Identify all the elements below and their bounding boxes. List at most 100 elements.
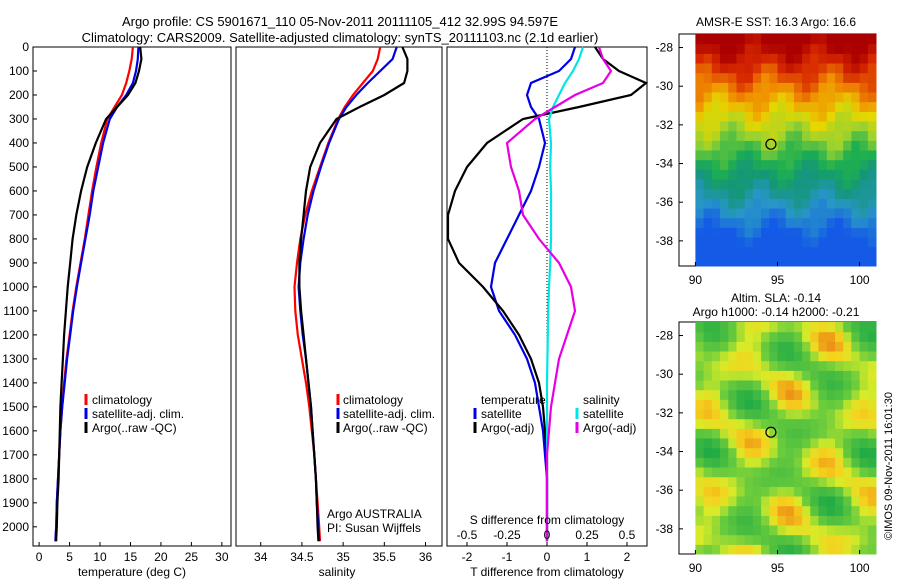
map-cell bbox=[785, 217, 795, 228]
map-cell bbox=[835, 198, 844, 209]
map-cell bbox=[867, 476, 877, 487]
argo-location-marker bbox=[765, 426, 777, 438]
map-cell bbox=[744, 351, 754, 362]
map-cell bbox=[818, 380, 828, 391]
map-cell bbox=[818, 486, 828, 497]
map-cell bbox=[851, 72, 861, 83]
map-cell bbox=[818, 457, 828, 468]
lat-tick-label: -32 bbox=[656, 406, 674, 420]
map-cell bbox=[810, 179, 819, 190]
map-cell bbox=[851, 534, 861, 545]
map-cell bbox=[703, 198, 713, 209]
map-cell bbox=[720, 399, 729, 410]
map-cell bbox=[826, 515, 836, 526]
map-cell bbox=[826, 438, 836, 449]
map-cell bbox=[793, 101, 803, 112]
x-tick-label: 15 bbox=[124, 550, 138, 564]
map-cell bbox=[752, 544, 762, 555]
map-cell bbox=[711, 82, 721, 93]
depth-tick-label: 1000 bbox=[2, 280, 29, 294]
map-cell bbox=[867, 246, 877, 257]
map-cell bbox=[744, 111, 754, 122]
legend-s-argo-label: Argo(-adj) bbox=[583, 421, 636, 435]
map-cell bbox=[859, 34, 869, 45]
legend-climatology-label: climatology bbox=[92, 393, 152, 407]
map-cell bbox=[826, 246, 836, 257]
map-cell bbox=[867, 198, 877, 209]
map-cell bbox=[777, 476, 787, 487]
map-cell bbox=[711, 380, 721, 391]
map-cell bbox=[818, 169, 828, 180]
map-cell bbox=[769, 72, 778, 83]
map-cell bbox=[810, 544, 819, 555]
map-cell bbox=[736, 505, 746, 516]
map-cell bbox=[802, 438, 811, 449]
map-cell bbox=[810, 101, 819, 112]
map-cell bbox=[851, 101, 861, 112]
map-cell bbox=[777, 72, 787, 83]
map-cell bbox=[777, 418, 787, 429]
x-tick-label: -1 bbox=[502, 550, 513, 564]
map-cell bbox=[867, 486, 877, 497]
map-cell bbox=[752, 341, 762, 352]
map-cell bbox=[802, 150, 811, 161]
x-tick-label: 20 bbox=[154, 550, 168, 564]
map-cell bbox=[703, 544, 713, 555]
map-cell bbox=[818, 428, 828, 439]
map-cell bbox=[736, 447, 746, 458]
map-cell bbox=[810, 360, 819, 371]
map-cell bbox=[711, 370, 721, 381]
map-cell bbox=[851, 496, 861, 507]
map-cell bbox=[793, 370, 803, 381]
map-cell bbox=[769, 409, 778, 420]
map-cell bbox=[793, 399, 803, 410]
map-cell bbox=[867, 505, 877, 516]
map-cell bbox=[769, 467, 778, 478]
map-cell bbox=[859, 534, 869, 545]
map-cell bbox=[867, 399, 877, 410]
x-tick-label: 10 bbox=[93, 550, 107, 564]
map-cell bbox=[752, 428, 762, 439]
map-cell bbox=[843, 63, 852, 74]
map-cell bbox=[761, 92, 770, 103]
map-cell bbox=[826, 169, 836, 180]
map-cell bbox=[711, 217, 721, 228]
map-cell bbox=[769, 428, 778, 439]
map-cell bbox=[843, 496, 852, 507]
map-cell bbox=[736, 34, 746, 45]
map-cell bbox=[793, 544, 803, 555]
map-cell bbox=[851, 428, 861, 439]
map-cell bbox=[851, 525, 861, 536]
map-cell bbox=[769, 399, 778, 410]
map-cell bbox=[777, 140, 787, 151]
map-cell bbox=[843, 121, 852, 132]
map-cell bbox=[761, 486, 770, 497]
map-cell bbox=[703, 169, 713, 180]
map-cell bbox=[793, 63, 803, 74]
map-cell bbox=[851, 130, 861, 141]
map-cell bbox=[720, 370, 729, 381]
map-cell bbox=[793, 179, 803, 190]
map-cell bbox=[859, 544, 869, 555]
map-cell bbox=[835, 237, 844, 248]
map-cell bbox=[810, 111, 819, 122]
map-cell bbox=[728, 72, 737, 83]
depth-tick-label: 900 bbox=[9, 256, 29, 270]
map-cell bbox=[720, 438, 729, 449]
map-cell bbox=[777, 237, 787, 248]
map-cell bbox=[752, 331, 762, 342]
map-cell bbox=[761, 130, 770, 141]
map-cell bbox=[728, 476, 737, 487]
legend-satellite-label: satellite-adj. clim. bbox=[92, 407, 184, 421]
map-cell bbox=[859, 246, 869, 257]
map-cell bbox=[703, 447, 713, 458]
map-cell bbox=[752, 43, 762, 54]
map-cell bbox=[802, 121, 811, 132]
map-cell bbox=[736, 101, 746, 112]
map-cell bbox=[785, 150, 795, 161]
map-cell bbox=[736, 237, 746, 248]
map-cell bbox=[769, 457, 778, 468]
map-cell bbox=[744, 370, 754, 381]
map-cell bbox=[818, 399, 828, 410]
map-cell bbox=[835, 428, 844, 439]
